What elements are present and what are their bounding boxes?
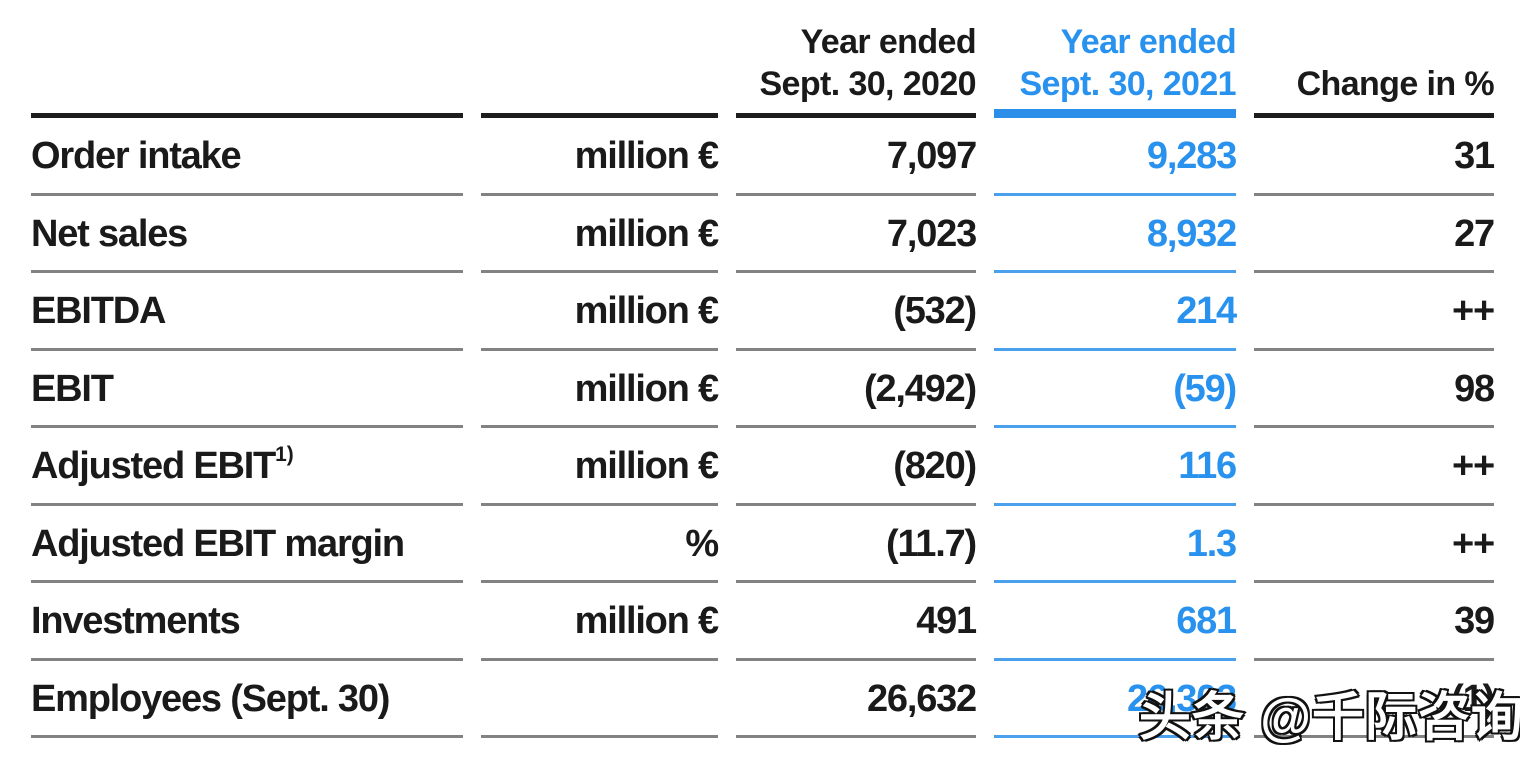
value-change: 39	[1254, 583, 1495, 661]
header-change: Change in %	[1254, 0, 1495, 118]
value-change: 27	[1254, 196, 1495, 274]
value-2021: 116	[994, 428, 1237, 506]
value-change: ++	[1254, 506, 1495, 584]
value-2020: (820)	[736, 428, 977, 506]
value-2021: 1.3	[994, 506, 1237, 584]
header-year-2021-line2: Sept. 30, 2021	[1019, 65, 1236, 103]
row-label: Employees (Sept. 30)	[31, 661, 463, 739]
row-label: Adjusted EBIT 1)	[31, 428, 463, 506]
header-change-label: Change in %	[1296, 65, 1495, 103]
footnote-marker: 1)	[275, 442, 294, 466]
header-unit-column	[481, 0, 718, 118]
value-2020: (11.7)	[736, 506, 977, 584]
header-label-column	[31, 0, 463, 118]
header-year-2020-line2: Sept. 30, 2020	[759, 65, 976, 103]
key-figures-table: Year ended Sept. 30, 2020 Year ended Sep…	[31, 0, 1495, 739]
row-unit: %	[481, 506, 719, 584]
row-label: EBITDA	[31, 273, 463, 351]
row-unit: million €	[481, 118, 719, 196]
value-2021: 26,303	[994, 661, 1237, 739]
value-2020: 26,632	[736, 661, 977, 739]
header-year-2020: Year ended Sept. 30, 2020	[736, 0, 977, 118]
value-change: ++	[1254, 428, 1495, 506]
value-2020: 7,023	[736, 196, 977, 274]
row-label: Adjusted EBIT margin	[31, 506, 463, 584]
value-2021: 214	[994, 273, 1237, 351]
value-2020: (532)	[736, 273, 977, 351]
row-unit: million €	[481, 351, 719, 429]
value-2020: (2,492)	[736, 351, 977, 429]
header-year-2021-line1: Year ended	[1060, 23, 1237, 61]
value-change: ++	[1254, 273, 1495, 351]
value-change: 31	[1254, 118, 1495, 196]
row-label: Order intake	[31, 118, 463, 196]
value-change: 98	[1254, 351, 1495, 429]
row-unit: million €	[481, 196, 719, 274]
value-2021: 8,932	[994, 196, 1237, 274]
value-2020: 7,097	[736, 118, 977, 196]
row-unit: million €	[481, 428, 719, 506]
row-label: EBIT	[31, 351, 463, 429]
value-2020: 491	[736, 583, 977, 661]
value-2021: 681	[994, 583, 1237, 661]
row-unit: million €	[481, 273, 719, 351]
header-year-2021: Year ended Sept. 30, 2021	[994, 0, 1237, 118]
row-unit	[481, 661, 718, 739]
row-label: Net sales	[31, 196, 463, 274]
row-label: Investments	[31, 583, 463, 661]
row-unit: million €	[481, 583, 719, 661]
value-2021: 9,283	[994, 118, 1237, 196]
value-2021: (59)	[994, 351, 1237, 429]
watermark: 头条 @千际咨询	[1137, 688, 1520, 749]
header-year-2020-line1: Year ended	[800, 23, 977, 61]
value-change: (1)	[1254, 661, 1495, 739]
